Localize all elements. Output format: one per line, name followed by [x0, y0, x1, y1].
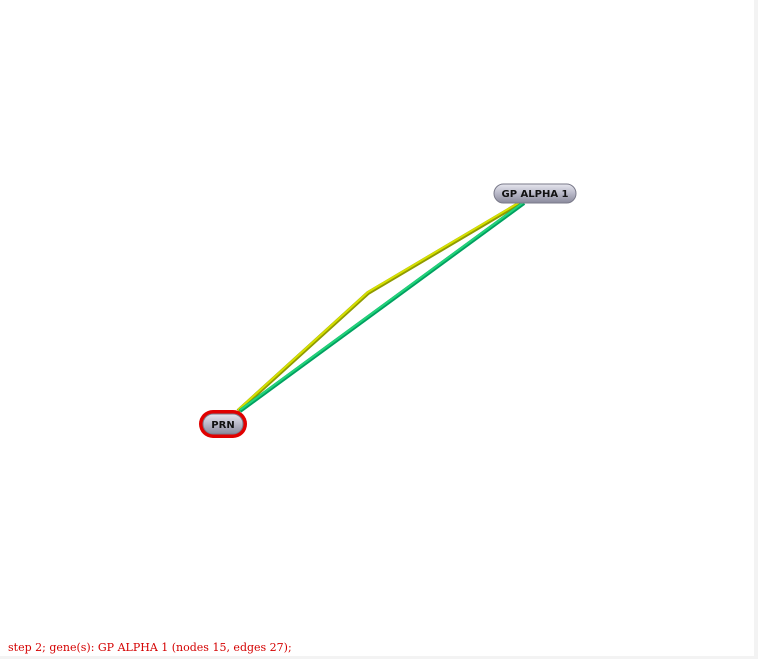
node-gp-alpha-1[interactable]: GP ALPHA 1 — [493, 183, 577, 204]
node-gp-alpha-1-body — [493, 183, 577, 204]
node-prn[interactable]: PRN — [199, 410, 247, 438]
edge-prn-gp-alpha-1-straight-highlight — [239, 201, 525, 411]
node-gp-alpha-1-label: GP ALPHA 1 — [501, 189, 568, 200]
node-prn-label: PRN — [211, 420, 234, 431]
canvas-bottom-border — [0, 656, 758, 659]
edge-prn-gp-alpha-1-curved-highlight — [237, 201, 521, 411]
node-prn-body — [202, 413, 244, 435]
edges-layer — [236, 201, 526, 413]
canvas-right-border — [754, 0, 758, 659]
status-line: step 2; gene(s): GP ALPHA 1 (nodes 15, e… — [8, 641, 292, 654]
